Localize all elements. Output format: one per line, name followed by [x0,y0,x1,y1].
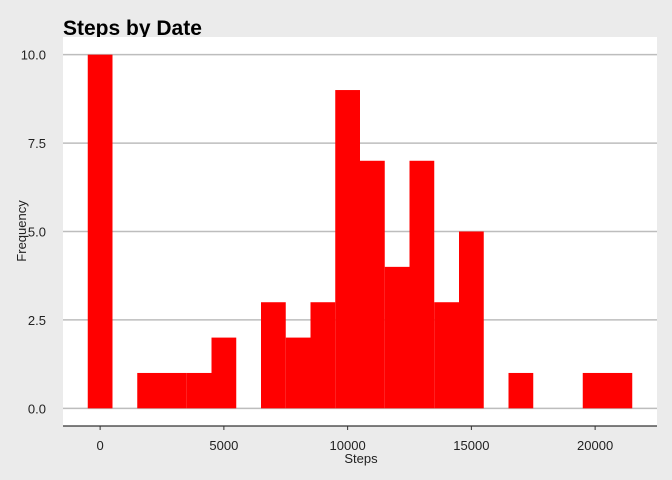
histogram-bar [508,372,534,409]
y-tick-label: 10.0 [21,48,46,63]
histogram-bar [335,90,360,409]
histogram-bar [261,302,286,409]
histogram-bar [434,302,459,409]
x-tick-label: 15000 [453,438,489,453]
x-tick-label: 20000 [577,438,613,453]
histogram-bar [87,54,113,409]
x-axis-title: Steps [344,451,378,466]
x-tick-label: 10000 [330,438,366,453]
y-tick-label: 7.5 [28,136,46,151]
x-tick-label: 5000 [209,438,238,453]
histogram-bar [186,372,212,409]
histogram-bar [409,160,435,409]
y-tick-label: 2.5 [28,313,46,328]
histogram-bar [137,372,162,409]
histogram-bar [310,302,336,409]
histogram-bar [384,266,410,409]
y-tick-label: 5.0 [28,225,46,240]
histogram-bar [285,337,311,409]
histogram-bar [162,372,187,409]
x-tick-label: 0 [97,438,104,453]
histogram-bar [459,231,484,409]
histogram-bar [607,372,633,409]
histogram-bar [360,160,385,409]
chart-title: Steps by Date [63,17,202,40]
histogram-bar [582,372,608,409]
y-axis-title: Frequency [14,200,29,262]
y-tick-label: 0.0 [28,401,46,416]
histogram-bar [211,337,237,409]
